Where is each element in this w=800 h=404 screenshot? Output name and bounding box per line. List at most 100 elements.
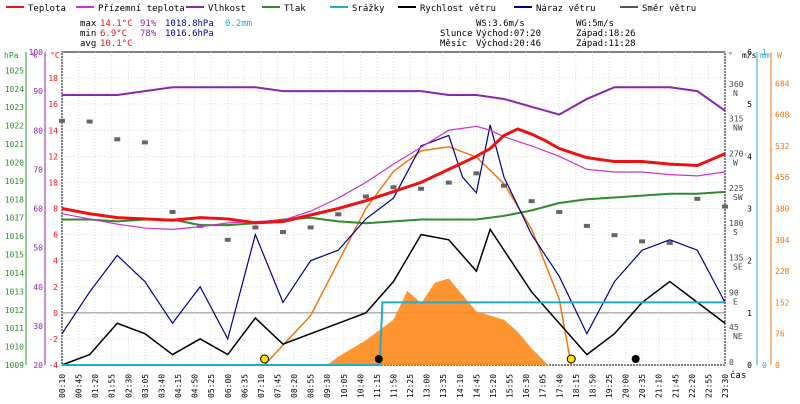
chart-legend: Teplota Přízemní teplota Vlhkost Tlak Srážky… bbox=[0, 0, 800, 14]
sunrise: Východ:07:20 bbox=[476, 29, 541, 39]
wind-direction-tick-cardinal: NE bbox=[733, 332, 743, 341]
temperature-line bbox=[61, 127, 726, 225]
temperature-tick-label: 16 bbox=[48, 100, 58, 109]
pressure-tick-label: 1022 bbox=[5, 122, 24, 131]
time-tick-label: 07:10 bbox=[257, 374, 266, 398]
wind-direction-point bbox=[252, 225, 259, 230]
wind-direction-point bbox=[501, 183, 507, 188]
wind-direction-tick-label: 135 bbox=[729, 254, 744, 263]
temperature-axis-unit: °C bbox=[50, 51, 60, 60]
temperature-tick-label: 10 bbox=[48, 178, 58, 187]
sunset: Západ:18:26 bbox=[576, 29, 636, 39]
pressure-tick-label: 1017 bbox=[5, 214, 24, 223]
solar-tick-label: 228 bbox=[775, 267, 790, 276]
time-tick-label: 01:20 bbox=[91, 374, 100, 398]
ground-temperature-line bbox=[61, 125, 726, 230]
wind-gust-line bbox=[61, 124, 726, 341]
wind-direction-point bbox=[141, 140, 148, 145]
time-tick-label: 18:15 bbox=[572, 374, 581, 398]
stat-humidity: 78% bbox=[140, 29, 157, 39]
wind-direction-tick-cardinal: NW bbox=[733, 124, 743, 133]
wind-direction-point bbox=[583, 223, 590, 228]
temperature-tick-label: 2 bbox=[53, 283, 58, 292]
pressure-tick-label: 1010 bbox=[5, 343, 24, 352]
pressure-tick-label: 1015 bbox=[5, 251, 24, 260]
wind-direction-tick-cardinal: E bbox=[733, 297, 738, 306]
wind-speed-tick-label: 5 bbox=[747, 100, 752, 109]
pressure-tick-label: 1014 bbox=[5, 269, 24, 278]
stat-temp: 10.1°C bbox=[100, 39, 133, 49]
temperature-tick-label: 14 bbox=[48, 126, 58, 135]
legend-label: Tlak bbox=[284, 4, 306, 14]
humidity-tick-label: 90 bbox=[33, 87, 43, 96]
wind-direction-tick-label: 270 bbox=[729, 149, 744, 158]
time-tick-label: 00:45 bbox=[75, 374, 84, 398]
time-tick-label: 17:05 bbox=[539, 374, 548, 398]
time-tick-label: 14:45 bbox=[472, 374, 481, 398]
direction-axis-unit: ° bbox=[728, 51, 733, 60]
time-tick-label: 06:00 bbox=[224, 374, 233, 398]
wind-direction-tick-cardinal: N bbox=[733, 89, 738, 98]
stat-row-label: avg bbox=[80, 39, 96, 49]
solar-tick-label: 684 bbox=[775, 79, 790, 88]
wind-direction-point bbox=[556, 209, 563, 214]
pressure-tick-label: 1009 bbox=[5, 361, 24, 370]
pressure-tick-label: 1023 bbox=[5, 103, 24, 112]
solar-tick-label: 608 bbox=[775, 111, 790, 120]
wind-direction-point bbox=[335, 212, 342, 217]
wind-direction-tick-label: 0 bbox=[729, 358, 734, 367]
wind-gust-info: WG:5m/s bbox=[576, 19, 614, 29]
time-tick-label: 22:55 bbox=[704, 374, 713, 398]
solar-measured-area bbox=[327, 278, 549, 365]
wind-direction-point bbox=[390, 185, 397, 190]
wind-axis-unit: m/s bbox=[742, 51, 757, 60]
pressure-tick-label: 1024 bbox=[5, 85, 24, 94]
legend-label: Náraz větru bbox=[536, 4, 596, 14]
time-tick-label: 14:10 bbox=[456, 374, 465, 398]
legend-label: Směr větru bbox=[642, 4, 696, 14]
stat-pressure: 1016.6hPa bbox=[165, 29, 214, 39]
rain-axis-unit: mm bbox=[760, 51, 770, 60]
humidity-axis-unit: % bbox=[32, 51, 37, 60]
wind-direction-point bbox=[280, 230, 286, 235]
time-tick-label: 13:00 bbox=[423, 374, 432, 398]
wind-direction-tick-cardinal: SE bbox=[733, 263, 743, 272]
wind-direction-point bbox=[307, 225, 314, 230]
moonrise: Východ:20:46 bbox=[476, 39, 541, 49]
stat-row-label: max bbox=[80, 19, 97, 29]
stat-rain: 0.2mm bbox=[225, 19, 252, 29]
solar-tick-label: 0 bbox=[775, 361, 780, 370]
wind-direction-point bbox=[666, 240, 673, 245]
pressure-tick-label: 1013 bbox=[5, 287, 24, 296]
wind-speed-tick-label: 6 bbox=[747, 48, 752, 57]
wind-speed-tick-label: 4 bbox=[747, 152, 752, 161]
wind-direction-tick-cardinal: S bbox=[733, 228, 738, 237]
moonset-marker bbox=[374, 355, 383, 363]
pressure-tick-label: 1016 bbox=[5, 232, 24, 241]
solar-tick-label: 456 bbox=[775, 173, 790, 182]
temperature-tick-label: -2 bbox=[48, 335, 58, 344]
legend-label: Vlhkost bbox=[208, 4, 246, 14]
wind-speed-tick-label: 1 bbox=[747, 309, 752, 318]
temperature-tick-label: 4 bbox=[53, 257, 58, 266]
wind-direction-point bbox=[197, 223, 204, 228]
chart-axes: 1009101010111012101310141015101610171018… bbox=[4, 48, 790, 398]
wind-direction-tick-cardinal: SW bbox=[733, 193, 743, 202]
stat-humidity: 91% bbox=[140, 19, 157, 29]
time-tick-label: 00:10 bbox=[58, 374, 67, 398]
time-tick-label: 04:50 bbox=[191, 374, 200, 398]
legend-label: Srážky bbox=[352, 4, 385, 14]
time-tick-label: 20:35 bbox=[638, 374, 647, 398]
time-tick-label: 13:35 bbox=[439, 374, 448, 398]
humidity-tick-label: 70 bbox=[33, 165, 43, 174]
time-tick-label: 02:30 bbox=[124, 374, 133, 398]
humidity-tick-label: 30 bbox=[33, 322, 43, 331]
sunset-marker bbox=[566, 354, 576, 364]
plot-area bbox=[59, 51, 728, 366]
wind-direction-point bbox=[445, 180, 452, 185]
stat-temp: 6.9°C bbox=[100, 29, 127, 39]
time-tick-label: 15:20 bbox=[489, 374, 498, 398]
wind-direction-point bbox=[473, 171, 480, 176]
